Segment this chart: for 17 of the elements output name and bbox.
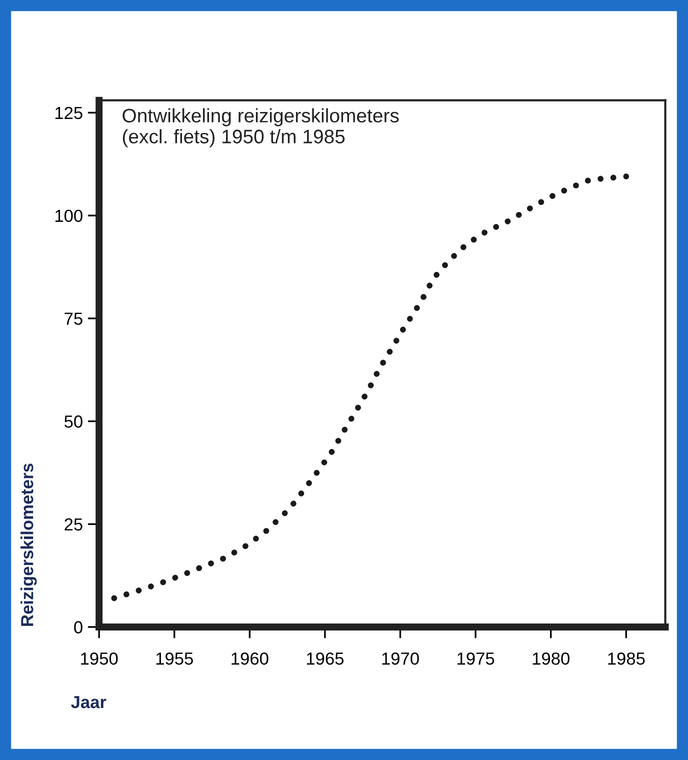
y-axis-title: Reizigerskilometers bbox=[20, 464, 37, 626]
y-tick-label: 25 bbox=[64, 518, 82, 531]
y-tick-label: 0 bbox=[74, 621, 82, 634]
x-tick-label: 1980 bbox=[532, 652, 570, 665]
x-tick-label: 1950 bbox=[81, 652, 118, 665]
x-tick-label: 1975 bbox=[458, 652, 494, 665]
x-tick-label: 1955 bbox=[156, 652, 193, 665]
text: Ontwikkeling reizigerskilometers (excl. fiets) 1950 t/m 1985 bbox=[122, 108, 399, 148]
y-tick-label: 50 bbox=[64, 415, 82, 428]
x-tick-label: 1965 bbox=[306, 652, 344, 665]
y-tick-label: 75 bbox=[64, 312, 82, 325]
x-tick-label: 1985 bbox=[608, 652, 645, 665]
y-tick-label: 100 bbox=[55, 210, 82, 222]
y-tick-label: 125 bbox=[55, 106, 82, 120]
x-axis-title: Jaar bbox=[71, 696, 106, 708]
x-tick-label: 1960 bbox=[232, 652, 268, 665]
x-tick-label: 1970 bbox=[382, 652, 419, 665]
